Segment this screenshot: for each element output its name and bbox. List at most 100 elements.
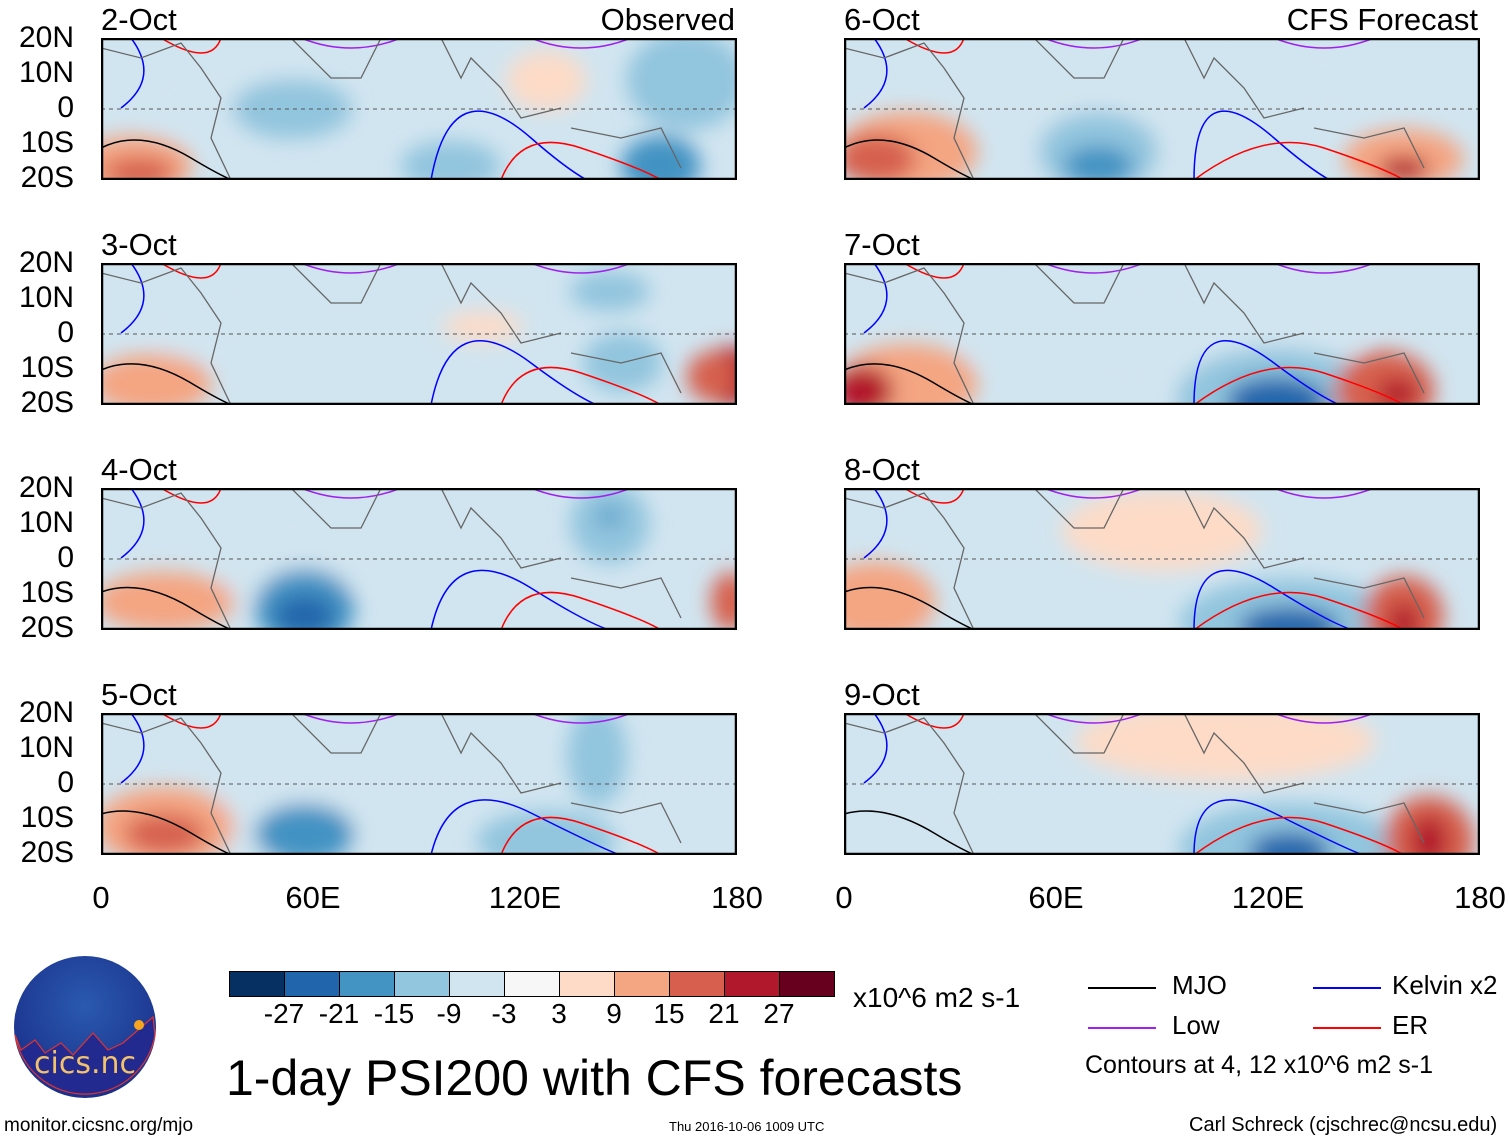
lat-tick-label: 10S bbox=[20, 801, 74, 834]
anomaly-blob bbox=[686, 351, 737, 402]
contour-line bbox=[1043, 488, 1145, 499]
lon-tick-label: 180 bbox=[711, 880, 763, 915]
anomaly-blob bbox=[1226, 377, 1327, 405]
contour-line bbox=[530, 38, 632, 49]
footer-url[interactable]: monitor.cicsnc.org/mjo bbox=[4, 1115, 194, 1136]
lon-tick-label: 180 bbox=[1454, 880, 1506, 915]
contour-line bbox=[1043, 263, 1145, 274]
legend-label: MJO bbox=[1172, 970, 1227, 1000]
contour-line bbox=[1193, 141, 1405, 180]
contour-line bbox=[1193, 366, 1405, 405]
coastline bbox=[844, 263, 1425, 405]
contour-line bbox=[101, 810, 241, 855]
panel-frame bbox=[844, 713, 1480, 855]
colorbar-label: -3 bbox=[491, 998, 517, 1029]
anomaly-blob bbox=[849, 758, 1030, 839]
panel-date: 4-Oct bbox=[101, 452, 177, 487]
anomaly-blob bbox=[1249, 832, 1330, 855]
anomaly-blob bbox=[1377, 378, 1418, 405]
contour-line bbox=[500, 366, 662, 405]
anomaly-blob bbox=[1343, 128, 1464, 180]
lat-tick-label: 10N bbox=[18, 281, 74, 314]
lat-tick-label: 10S bbox=[20, 351, 74, 384]
contour-line bbox=[500, 141, 662, 180]
anomaly-blob bbox=[626, 38, 737, 131]
contour-line bbox=[160, 713, 222, 729]
anomaly-blob bbox=[1179, 577, 1400, 630]
panel-date: 5-Oct bbox=[101, 677, 177, 712]
panel-frame bbox=[844, 488, 1480, 630]
colorbar-swatch bbox=[780, 972, 834, 996]
timestamp: Thu 2016-10-06 1009 UTC bbox=[669, 1119, 825, 1134]
coastline bbox=[101, 488, 682, 630]
contour-line bbox=[120, 488, 145, 559]
panel-frame bbox=[101, 488, 737, 630]
panel-group-title: Observed bbox=[600, 2, 735, 37]
contour-line bbox=[1043, 38, 1145, 49]
anomaly-blob bbox=[844, 133, 916, 180]
colorbar-swatch bbox=[230, 972, 285, 996]
contour-line bbox=[1273, 38, 1375, 49]
anomaly-blob bbox=[124, 813, 205, 854]
panel-date: 6-Oct bbox=[844, 2, 920, 37]
legend-label: ER bbox=[1392, 1010, 1429, 1040]
anomaly-blob bbox=[231, 79, 352, 139]
colorbar-swatch bbox=[450, 972, 505, 996]
contour-line bbox=[430, 340, 621, 405]
contour-line bbox=[1273, 488, 1375, 499]
lat-tick-label: 0 bbox=[57, 316, 74, 349]
colorbar-swatch bbox=[285, 972, 340, 996]
contour-line bbox=[1273, 263, 1375, 274]
anomaly-blob bbox=[620, 135, 701, 180]
coastline bbox=[844, 38, 1425, 180]
contour-line bbox=[500, 591, 662, 630]
colorbar-swatch bbox=[725, 972, 780, 996]
panel-frame bbox=[101, 38, 737, 180]
contour-line bbox=[1193, 591, 1405, 630]
lat-tick-label: 10N bbox=[18, 56, 74, 89]
lat-tick-label: 0 bbox=[57, 541, 74, 574]
coastline bbox=[844, 713, 1425, 855]
contour-line bbox=[1193, 816, 1405, 855]
colorbar-label: -27 bbox=[263, 998, 305, 1029]
colorbar-label: 21 bbox=[708, 998, 740, 1029]
map-panel bbox=[844, 38, 1480, 180]
anomaly-blob bbox=[1179, 802, 1400, 855]
units-label: x10^6 m2 s-1 bbox=[853, 982, 1021, 1013]
colorbar-label: 15 bbox=[653, 998, 685, 1029]
colorbar-label: 9 bbox=[606, 998, 622, 1029]
cics-logo: cics.nc bbox=[13, 955, 157, 1099]
contour-line bbox=[300, 263, 402, 274]
panel-date: 3-Oct bbox=[101, 227, 177, 262]
lat-tick-label: 0 bbox=[57, 91, 74, 124]
contour-line bbox=[101, 139, 241, 180]
contour-line bbox=[844, 363, 984, 405]
contour-line bbox=[844, 586, 984, 630]
lon-tick-label: 0 bbox=[835, 880, 853, 915]
contour-line bbox=[1193, 340, 1364, 405]
colorbar-label: 27 bbox=[763, 998, 795, 1029]
contour-line bbox=[430, 799, 622, 855]
contour-line bbox=[300, 38, 402, 49]
lon-tick-label: 60E bbox=[1028, 880, 1084, 915]
colorbar-swatch bbox=[670, 972, 725, 996]
coastline bbox=[101, 263, 682, 405]
logo-text: cics.nc bbox=[34, 1046, 136, 1081]
anomaly-blob bbox=[710, 571, 737, 630]
map-panel bbox=[844, 263, 1480, 405]
anomaly-blob bbox=[844, 561, 936, 630]
lat-tick-label: 20S bbox=[20, 836, 74, 869]
contour-line bbox=[903, 263, 965, 279]
panel-group-title: CFS Forecast bbox=[1286, 2, 1478, 37]
legend-line bbox=[1313, 1027, 1381, 1029]
contour-line bbox=[863, 488, 888, 559]
anomaly-blob bbox=[1176, 347, 1377, 405]
lat-tick-label: 20S bbox=[20, 161, 74, 194]
coastline bbox=[101, 38, 682, 180]
lat-tick-label: 20N bbox=[18, 246, 74, 279]
anomaly-blob bbox=[597, 508, 622, 525]
contour-line bbox=[863, 713, 888, 784]
panel-frame bbox=[101, 263, 737, 405]
anomaly-blob bbox=[1239, 607, 1340, 630]
contour-line bbox=[500, 816, 662, 855]
